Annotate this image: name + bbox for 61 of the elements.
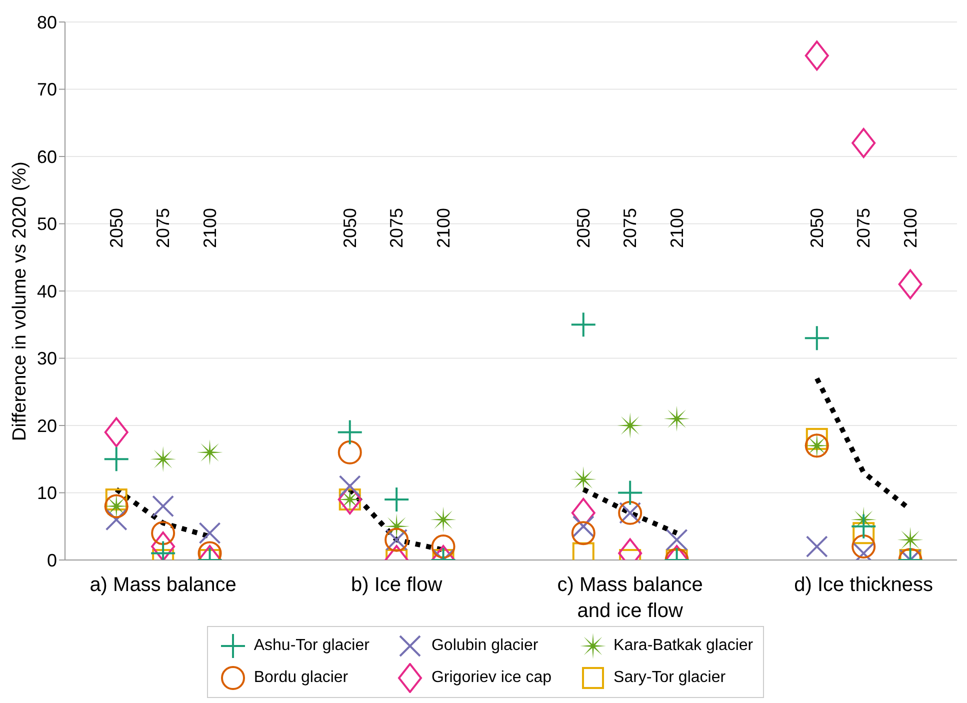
- legend-label: Sary-Tor glacier: [614, 669, 726, 687]
- text: a) Mass balance: [88, 573, 238, 598]
- point: [104, 447, 128, 472]
- point: [338, 440, 362, 464]
- y-tick-label: 50: [36, 214, 57, 234]
- point: [852, 128, 876, 158]
- legend-label: Grigoriev ice cap: [431, 669, 552, 687]
- x-tick-label: 2050: [573, 208, 594, 248]
- point: [430, 506, 456, 533]
- point: [151, 532, 176, 560]
- x-tick-label: 2075: [854, 208, 874, 248]
- y-tick-label: 60: [36, 146, 57, 167]
- legend-label: Bordu glacier: [254, 669, 348, 687]
- y-tick-label: 0: [46, 550, 57, 570]
- text: d) Ice thickness: [793, 573, 934, 598]
- y-tick-label: 10: [36, 483, 57, 504]
- point: [571, 312, 596, 337]
- point: [664, 406, 690, 432]
- point: [618, 480, 642, 505]
- point: [338, 420, 362, 444]
- y-axis-title: Difference in volume vs 2020 (%): [10, 162, 31, 441]
- point: [570, 466, 596, 492]
- legend-label: Golubin glacier: [431, 637, 538, 655]
- point: [104, 417, 128, 448]
- point: [571, 498, 596, 528]
- point: [804, 40, 829, 71]
- point: [431, 534, 456, 559]
- point: [572, 515, 594, 538]
- x-tick-label: 2075: [620, 208, 640, 248]
- point: [852, 514, 876, 538]
- x-tick-label: 2050: [806, 208, 827, 248]
- point: [852, 534, 876, 559]
- point: [152, 495, 174, 518]
- legend-label: Kara-Batkak glacier: [614, 637, 754, 655]
- text: b) Ice flow: [350, 573, 444, 598]
- x-tick-label: 2100: [200, 208, 220, 248]
- x-tick-label: 2050: [340, 208, 360, 248]
- x-tick-label: 2100: [900, 208, 920, 248]
- point: [338, 475, 361, 498]
- point: [105, 508, 128, 531]
- point: [196, 439, 223, 466]
- x-tick-label: 2075: [153, 208, 174, 248]
- point: [898, 269, 922, 300]
- point: [571, 521, 596, 546]
- point: [666, 528, 688, 551]
- legend-label: Ashu-Tor glacier: [254, 637, 370, 655]
- point: [852, 522, 875, 544]
- point: [150, 446, 176, 472]
- y-tick-label: 40: [36, 281, 57, 302]
- x-tick-label: 2050: [106, 208, 126, 248]
- text: c) Mass balance and ice flow: [556, 573, 704, 624]
- y-tick-label: 30: [36, 348, 57, 369]
- x-tick-label: 2100: [666, 208, 687, 248]
- y-tick-label: 20: [36, 416, 57, 436]
- point: [804, 326, 829, 350]
- point: [384, 487, 409, 512]
- y-tick-label: 80: [36, 12, 57, 32]
- x-tick-label: 2075: [386, 208, 407, 248]
- point: [806, 536, 828, 558]
- y-tick-label: 70: [36, 80, 57, 100]
- x-tick-label: 2100: [433, 208, 454, 248]
